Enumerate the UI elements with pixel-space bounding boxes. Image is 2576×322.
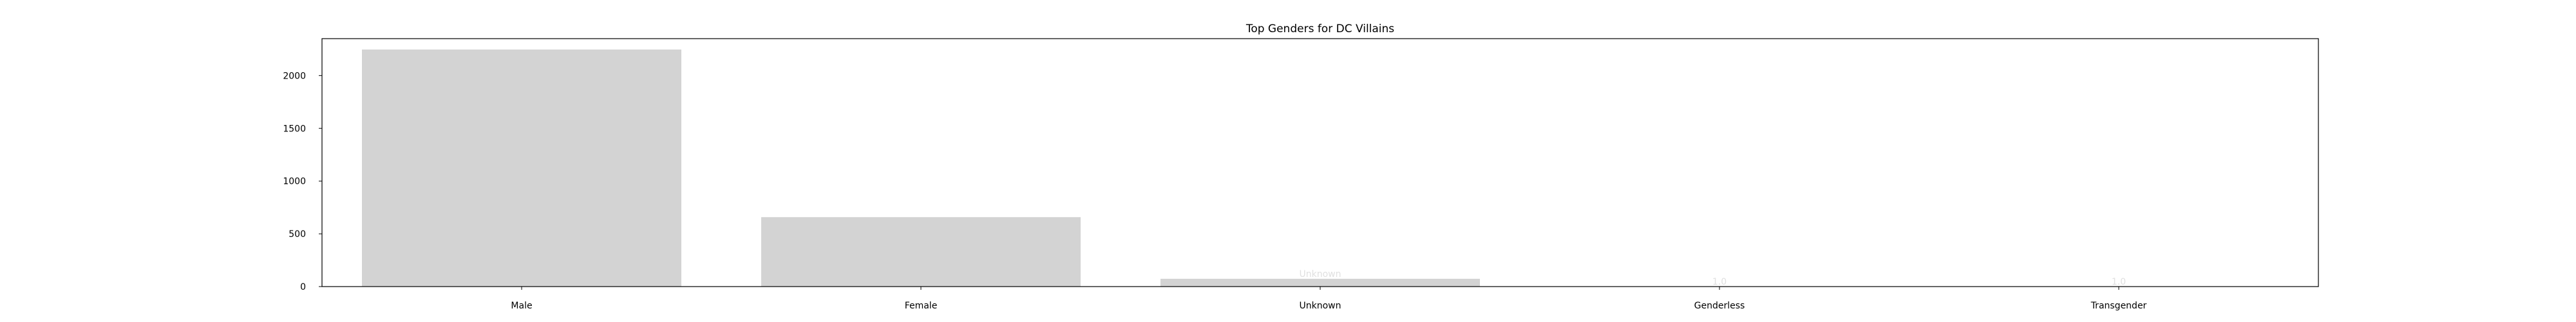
bar-value-label-genderless: 1.0 xyxy=(1712,277,1727,287)
bar-labels-group: Unknown 1.0 1.0 xyxy=(1300,269,2126,287)
chart-title: Top Genders for DC Villains xyxy=(1245,23,1394,35)
bar-female xyxy=(761,217,1081,287)
y-tick-label: 1000 xyxy=(283,176,306,187)
y-tick-label: 0 xyxy=(300,282,306,292)
x-tick-label-transgender: Transgender xyxy=(2090,301,2147,311)
x-axis: Male Female Unknown Genderless Transgender xyxy=(511,287,2147,311)
y-tick-label: 500 xyxy=(289,229,306,240)
bar-value-label-transgender: 1.0 xyxy=(2112,277,2126,287)
y-tick-label: 2000 xyxy=(283,71,306,81)
x-tick-label-genderless: Genderless xyxy=(1694,301,1745,311)
y-axis: 0 500 1000 1500 2000 xyxy=(283,71,322,292)
x-tick-label-male: Male xyxy=(511,301,532,311)
plot-frame xyxy=(321,38,2319,287)
bar-value-label-unknown: Unknown xyxy=(1300,269,1341,279)
bar-unknown xyxy=(1160,278,1480,287)
x-tick-label-unknown: Unknown xyxy=(1300,301,1341,311)
bars-group xyxy=(362,49,2278,287)
y-tick-label: 1500 xyxy=(283,124,306,134)
bar-male xyxy=(362,49,681,287)
x-tick-label-female: Female xyxy=(905,301,938,311)
